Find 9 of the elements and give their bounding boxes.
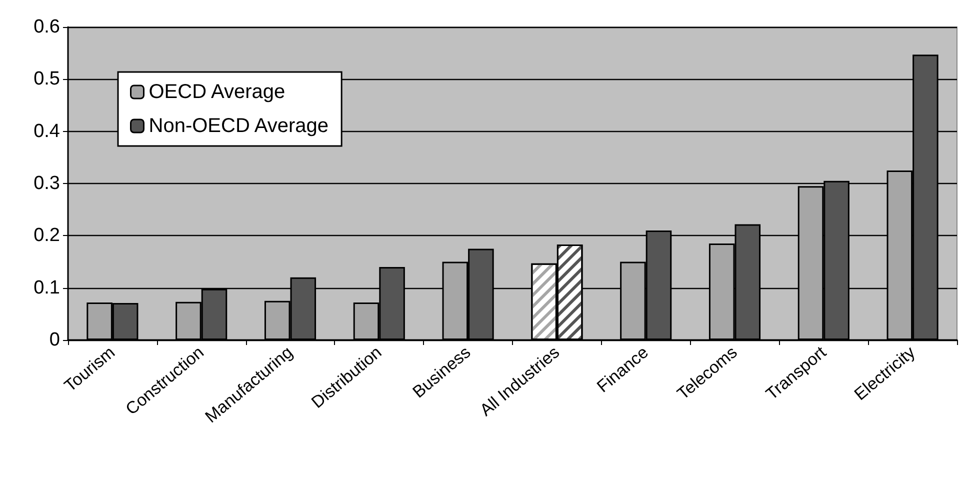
- y-tick-label: 0.2: [34, 225, 60, 246]
- y-tick-label: 0.6: [34, 16, 60, 38]
- legend-label: OECD Average: [148, 81, 286, 103]
- y-tick-label: 0.4: [34, 120, 60, 142]
- y-tick-label: 0: [49, 330, 60, 350]
- y-tick-label: 0.5: [34, 68, 60, 90]
- legend-label: Non-OECD Average: [148, 115, 328, 137]
- y-tick-label: 0.1: [34, 277, 60, 298]
- y-tick-label: 0.3: [34, 173, 60, 194]
